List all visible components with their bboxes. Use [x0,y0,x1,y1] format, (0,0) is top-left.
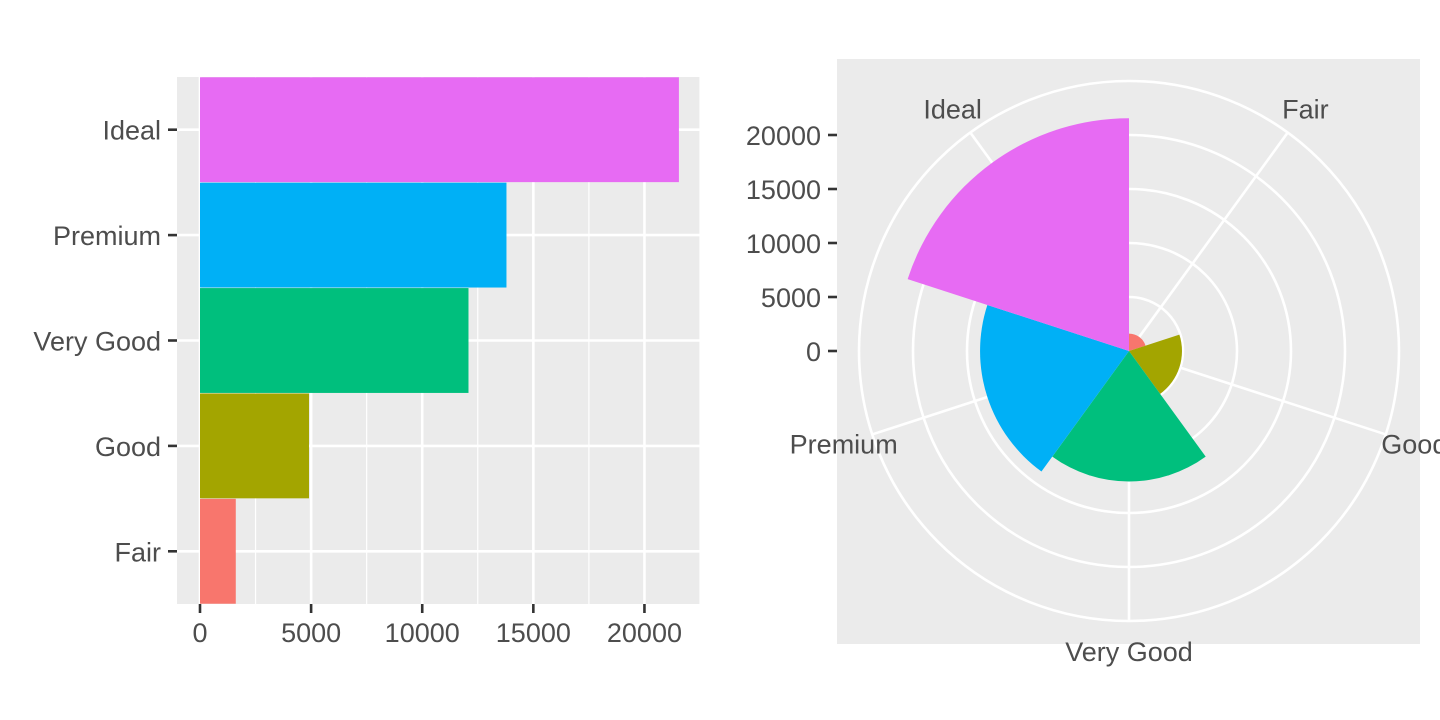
bar-good [200,393,310,499]
wedge-good [1129,334,1182,394]
angle-label-very-good: Very Good [1065,637,1193,667]
r-tick-label: 5000 [761,283,821,313]
r-tick-label: 0 [806,337,821,367]
angle-label-ideal: Ideal [923,94,982,124]
y-tick-label: Very Good [33,327,161,357]
bar-ideal [200,77,679,183]
r-tick-label: 10000 [746,229,821,259]
x-tick-label: 10000 [385,618,460,648]
wedge-very-good [1052,351,1206,482]
angle-label-good: Good [1381,430,1440,460]
y-tick-label: Ideal [102,116,161,146]
angle-label-premium: Premium [790,430,898,460]
polar-chart-panel: Fair Good Very Good Premium Ideal 0 5000 10000 1… [746,59,1440,667]
bar-premium [200,182,507,288]
r-tick-label: 20000 [746,121,821,151]
wedge-fair [1129,333,1146,351]
y-tick-label: Premium [53,221,161,251]
wedge-premium [980,304,1129,472]
x-tick-label: 0 [192,618,207,648]
angle-label-fair: Fair [1282,94,1329,124]
x-tick-label: 15000 [496,618,571,648]
r-tick-label: 15000 [746,175,821,205]
y-tick-label: Good [95,432,161,462]
x-tick-label: 5000 [281,618,341,648]
x-tick-label: 20000 [607,618,682,648]
bar-chart-panel: Fair Good Very Good Premium Ideal 0 5000 10000 1… [33,77,701,648]
y-tick-label: Fair [115,537,162,567]
wedge-ideal [907,118,1129,351]
bar-fair [200,498,236,604]
bar-very-good [200,288,469,393]
spoke-gridline [1127,131,1289,352]
